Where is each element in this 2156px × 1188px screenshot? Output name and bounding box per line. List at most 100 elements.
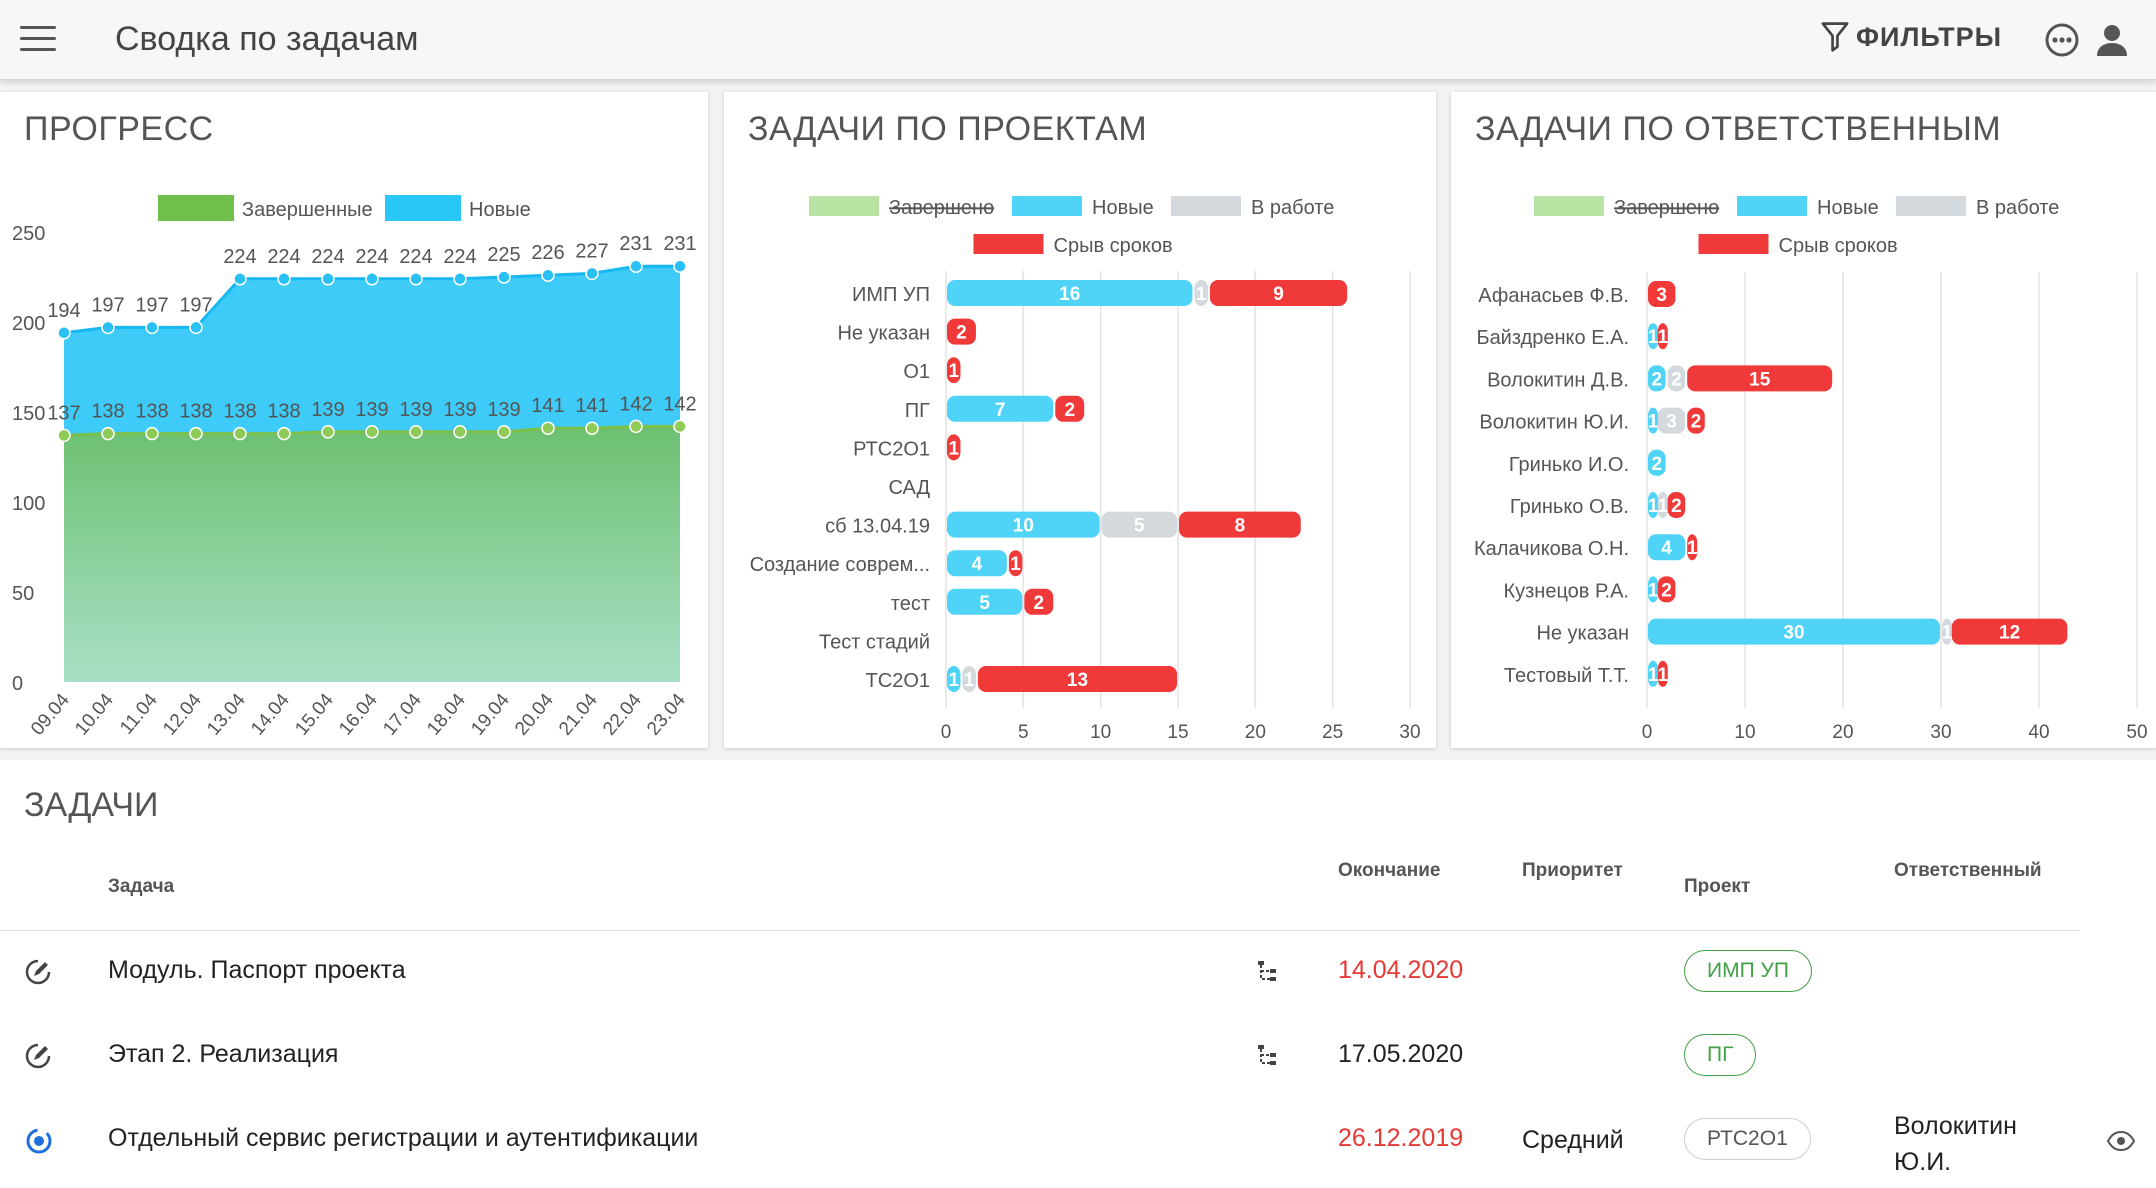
bar-segment [1648,323,1658,350]
legend-label: Завершено [889,197,994,219]
bar-value-label: 3 [1666,412,1677,433]
category-label: Байздренко Е.А. [1476,327,1629,349]
deadline: 14.04.2020 [1338,956,1464,984]
bar-segment [1648,407,1658,434]
table-row[interactable]: Этап 2. Реализация 17.05.2020 ПГ [0,1014,2080,1098]
column-priority[interactable]: Приоритет [1522,860,1623,881]
assignees-title: ЗАДАЧИ ПО ОТВЕТСТВЕННЫМ [1475,110,2002,148]
data-label-completed: 137 [47,402,80,424]
data-point-new [673,259,687,273]
legend-swatch [1012,196,1082,216]
x-tick-label: 18.04 [423,689,470,739]
bar-value-label: 12 [1999,623,2020,644]
data-point-completed [365,425,379,439]
data-point-completed [189,426,203,441]
deadline: 26.12.2019 [1338,1124,1464,1152]
deadline: 17.05.2020 [1338,1040,1464,1068]
bar-value-label: 1 [1658,327,1669,348]
data-label-completed: 139 [443,399,476,421]
task-name[interactable]: Отдельный сервис регистрации и аутентифи… [108,1124,699,1152]
category-label: ИМП УП [852,284,930,306]
series-area-completed [64,426,680,682]
data-point-new [541,268,555,282]
column-project[interactable]: Проект [1684,876,1751,897]
task-name[interactable]: Этап 2. Реализация [108,1040,339,1068]
hamburger-menu-icon[interactable] [20,26,56,54]
legend-label: Новые [1817,197,1879,219]
data-label-new: 197 [91,294,124,316]
legend-label: Новые [469,199,531,221]
x-tick-label: 40 [2028,722,2049,743]
filters-label: ФИЛЬТРЫ [1856,21,2003,52]
priority: Средний [1522,1126,1624,1154]
data-label-completed: 138 [91,401,124,423]
table-row[interactable]: Модуль. Паспорт проекта 14.04.2020 ИМП У… [0,930,2080,1014]
data-label-completed: 141 [575,395,608,417]
x-tick-label: 12.04 [159,689,206,739]
bar-value-label: 30 [1783,623,1804,644]
category-label: Афанасьев Ф.В. [1478,285,1629,307]
tasks-section: ЗАДАЧИ Задача Окончание Приоритет Проект… [0,760,2156,1188]
projects-title: ЗАДАЧИ ПО ПРОЕКТАМ [748,110,1148,148]
more-horizontal-icon[interactable] [2044,22,2080,63]
project-chip[interactable]: ПГ [1684,1034,1757,1076]
bar-segment [1055,395,1085,422]
column-assignee[interactable]: Ответственный [1894,860,2042,881]
data-label-new: 224 [399,246,432,268]
legend-label: Завершено [1614,197,1719,219]
legend-label: Новые [1092,197,1154,219]
subtasks-tree-icon[interactable] [1256,1042,1282,1073]
x-tick-label: 10 [1734,722,1755,743]
page-title: Сводка по задачам [115,20,419,58]
bar-segment [947,511,1100,538]
bar-value-label: 1 [1648,665,1659,686]
data-label-new: 224 [355,246,388,268]
in-progress-icon[interactable] [24,1126,54,1161]
bar-segment [1667,365,1686,392]
bar-value-label: 13 [1067,670,1088,691]
series-area-new [64,266,680,436]
category-label: РТС2О1 [853,438,930,460]
edit-circle-icon[interactable] [24,958,52,991]
x-tick-label: 17.04 [379,689,426,739]
project-chip[interactable]: ИМП УП [1684,950,1812,992]
task-name[interactable]: Модуль. Паспорт проекта [108,956,406,984]
data-label-completed: 139 [311,399,344,421]
account-icon[interactable] [2094,22,2130,63]
y-tick-label: 250 [12,223,45,245]
bar-value-label: 1 [948,438,959,459]
x-tick-label: 15 [1167,722,1188,743]
data-point-completed [233,426,247,441]
data-point-completed [145,426,159,441]
bar-segment [947,588,1023,615]
x-tick-label: 30 [1930,722,1951,743]
bar-value-label: 1 [1687,538,1698,559]
filters-button[interactable]: ФИЛЬТРЫ [1820,20,2002,54]
eye-icon[interactable] [2106,1130,2136,1157]
category-label: Волокитин Ю.И. [1479,412,1629,434]
bar-segment [1648,449,1666,476]
edit-circle-icon[interactable] [24,1042,52,1075]
bar-segment [1657,660,1668,687]
data-point-new [321,272,335,286]
project-chip[interactable]: РТС2О1 [1684,1118,1811,1160]
subtasks-tree-icon[interactable] [1256,958,1282,989]
legend-swatch [809,196,879,216]
data-point-new [629,259,643,273]
x-tick-label: 30 [1399,722,1420,743]
x-tick-label: 20 [1245,722,1266,743]
legend-label: В работе [1251,197,1334,219]
bar-segment [1687,407,1705,434]
column-deadline[interactable]: Окончание [1338,860,1441,881]
y-tick-label: 50 [12,583,34,605]
table-row[interactable]: Отдельный сервис регистрации и аутентифи… [0,1098,2136,1182]
assignees-chart: Завершено Новые В работе Срыв сроков 0 10 20 30… [1474,196,2148,743]
bar-segment [1687,365,1833,392]
bar-segment [1179,511,1301,538]
data-label-completed: 138 [179,401,212,423]
column-task[interactable]: Задача [108,876,175,897]
category-label: Волокитин Д.В. [1487,369,1629,391]
category-label: Тестовый Т.Т. [1504,665,1629,687]
bar-value-label: 3 [1656,285,1667,306]
bar-value-label: 2 [956,323,967,344]
